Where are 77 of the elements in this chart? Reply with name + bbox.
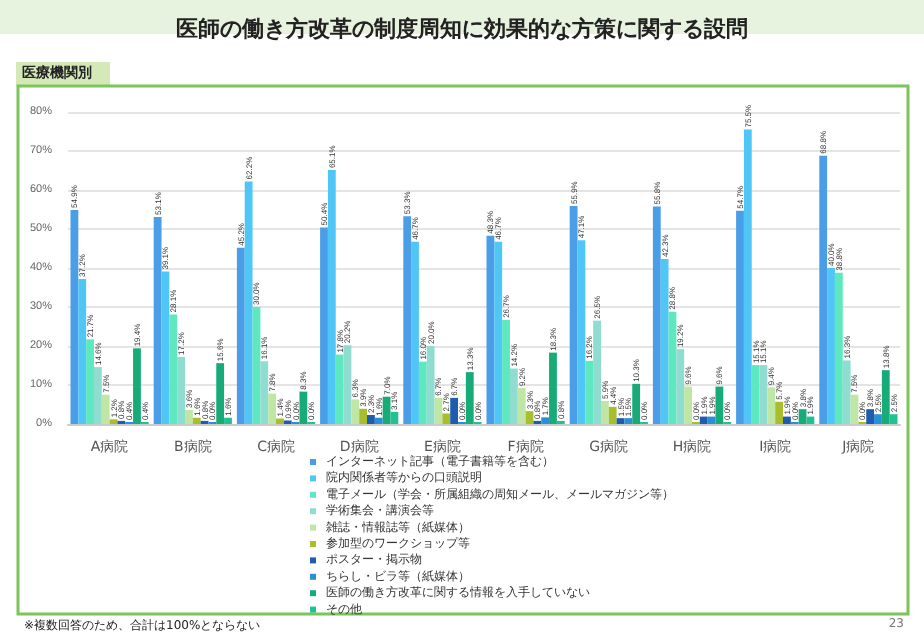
- bar: [426, 346, 435, 424]
- bar: [192, 417, 201, 424]
- bar: [335, 354, 344, 424]
- bar: [775, 401, 784, 424]
- bar: [78, 278, 87, 424]
- bar: [486, 235, 495, 424]
- bar: [236, 247, 245, 424]
- bar: [525, 411, 534, 424]
- bar: [632, 383, 641, 424]
- bar: [224, 417, 232, 424]
- bar: [600, 400, 609, 424]
- bar: [798, 409, 807, 424]
- bar: [244, 181, 253, 424]
- bar: [608, 406, 617, 424]
- bar: [343, 345, 352, 424]
- bar: [806, 416, 815, 424]
- bar: [541, 417, 550, 424]
- bar: [442, 413, 451, 424]
- bar: [153, 216, 162, 424]
- bar: [268, 393, 276, 424]
- bar: [418, 361, 427, 424]
- bar: [509, 368, 518, 424]
- bar: [767, 387, 776, 424]
- bar: [660, 259, 669, 424]
- bar: [177, 356, 185, 424]
- bar: [751, 365, 760, 424]
- bar: [652, 206, 661, 424]
- bar: [827, 268, 835, 424]
- bar: [616, 418, 625, 424]
- bar: [517, 388, 526, 424]
- chart-title: 医師の働き方改革の制度周知に効果的な方策に関する設問: [176, 16, 748, 42]
- bar: [359, 408, 368, 424]
- bar: [390, 411, 399, 424]
- bar: [169, 314, 178, 424]
- bar: [549, 352, 557, 424]
- bar: [299, 391, 308, 424]
- bar: [86, 339, 94, 424]
- bar: [252, 307, 261, 424]
- bar: [411, 241, 419, 424]
- bar: [101, 394, 110, 424]
- bar: [881, 370, 890, 424]
- bar: [759, 365, 768, 424]
- bar: [216, 363, 225, 424]
- bar: [93, 367, 102, 424]
- bar: [593, 320, 601, 424]
- bar: [351, 399, 360, 424]
- bar: [743, 129, 752, 424]
- bar: [260, 361, 269, 424]
- bar: [494, 241, 503, 424]
- bar: [569, 205, 578, 424]
- bar: [624, 418, 633, 424]
- bar: [403, 216, 412, 424]
- bar: [276, 418, 284, 424]
- bar: [374, 417, 383, 424]
- bar: [874, 414, 882, 424]
- bar: [502, 319, 510, 424]
- bar: [736, 210, 744, 424]
- bar: [783, 416, 791, 424]
- bar: [684, 386, 692, 424]
- bar: [819, 155, 828, 424]
- bar: [320, 227, 328, 424]
- bar: [889, 414, 898, 424]
- bar: [133, 348, 141, 424]
- bar: [585, 360, 594, 424]
- bar: [465, 372, 474, 424]
- bar: [577, 240, 586, 424]
- bar: [715, 386, 724, 424]
- bar: [834, 272, 843, 424]
- bar: [327, 170, 336, 424]
- bar: [70, 209, 79, 424]
- bar: [842, 360, 851, 424]
- bar: [699, 416, 708, 424]
- bar: [450, 397, 459, 424]
- bar: [676, 349, 685, 424]
- bar: [866, 409, 875, 424]
- bar: [184, 409, 193, 424]
- bar: [367, 415, 375, 424]
